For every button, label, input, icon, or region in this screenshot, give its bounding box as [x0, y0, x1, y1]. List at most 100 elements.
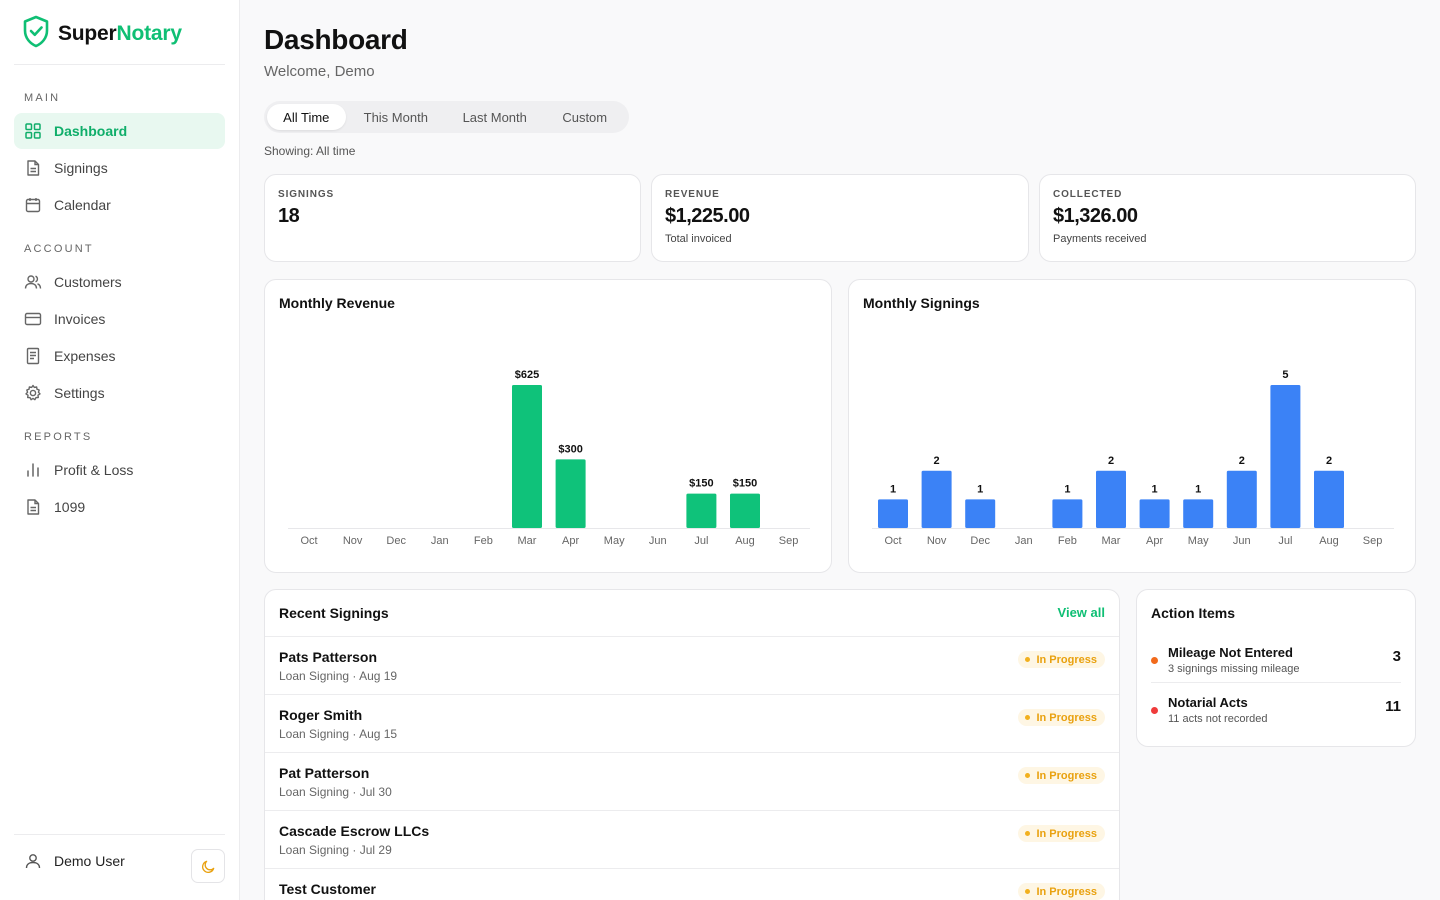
- data-label: 5: [1282, 369, 1288, 381]
- stat-value: $1,326.00: [1053, 205, 1138, 227]
- action-item-mileage[interactable]: Mileage Not Entered 3 signings missing m…: [1151, 643, 1401, 693]
- x-tick-label: Apr: [1146, 535, 1163, 547]
- status-dot-icon: [1025, 889, 1031, 894]
- action-item-subtext: 3 signings missing mileage: [1168, 663, 1300, 675]
- brand-logo[interactable]: SuperNotary: [22, 15, 182, 53]
- x-tick-label: Jul: [1278, 535, 1292, 547]
- user-name: Demo User: [54, 853, 125, 869]
- sidebar-item-1099[interactable]: 1099: [14, 489, 225, 525]
- x-tick-label: Sep: [1363, 535, 1383, 547]
- tab-this-month[interactable]: This Month: [363, 109, 428, 125]
- status-badge: In Progress: [1018, 709, 1105, 726]
- document-icon: [27, 160, 40, 176]
- sidebar-item-settings[interactable]: Settings: [14, 375, 225, 411]
- list-item[interactable]: Cascade Escrow LLCs Loan Signing · Jul 2…: [265, 810, 1119, 868]
- user-menu[interactable]: Demo User: [24, 852, 125, 870]
- document-icon: [27, 499, 40, 515]
- sidebar: SuperNotary MAIN Dashboard Signings Cale…: [0, 0, 240, 900]
- tab-last-month[interactable]: Last Month: [462, 109, 527, 125]
- sidebar-item-customers[interactable]: Customers: [14, 264, 225, 300]
- x-tick-label: Jul: [694, 535, 708, 547]
- monthly-revenue-card: Monthly Revenue Oct Nov Dec Jan Feb $625 Mar $3…: [264, 279, 832, 573]
- stat-value: $1,225.00: [665, 205, 750, 227]
- monthly-signings-card: Monthly Signings 1 Oct 2 Nov 1 Dec Jan 1 Feb 2 Mar…: [848, 279, 1416, 573]
- brand-name: SuperNotary: [58, 22, 182, 45]
- list-item[interactable]: Pat Patterson Loan Signing · Jul 30 In P…: [265, 752, 1119, 810]
- sidebar-item-label: Profit & Loss: [54, 462, 134, 478]
- bar-nov: [921, 470, 952, 528]
- bar-mar: [1096, 470, 1126, 528]
- warning-dot-icon: [1151, 657, 1158, 664]
- bar-jun: [1226, 470, 1257, 528]
- list-item[interactable]: Roger Smith Loan Signing · Aug 15 In Pro…: [265, 694, 1119, 752]
- list-item[interactable]: Test Customer In Progress: [265, 868, 1119, 900]
- bar-apr: [1139, 499, 1170, 528]
- sidebar-item-calendar[interactable]: Calendar: [14, 187, 225, 223]
- stat-subtext: Payments received: [1053, 233, 1147, 245]
- data-label: 2: [1239, 455, 1245, 467]
- status-badge: In Progress: [1018, 651, 1105, 668]
- customer-name: Pats Patterson: [279, 649, 378, 665]
- users-icon: [24, 275, 42, 289]
- x-tick-label: Mar: [1102, 535, 1121, 547]
- user-icon: [25, 854, 41, 869]
- chart-title: Monthly Revenue: [279, 295, 395, 311]
- view-all-link[interactable]: View all: [1057, 605, 1105, 620]
- status-badge: In Progress: [1018, 825, 1105, 842]
- shield-check-icon: [22, 15, 50, 53]
- status-dot-icon: [1025, 715, 1031, 720]
- bar-aug: [730, 493, 760, 528]
- x-tick-label: May: [1188, 535, 1209, 547]
- bar-feb: [1052, 499, 1083, 528]
- status-badge: In Progress: [1018, 883, 1105, 900]
- customer-name: Roger Smith: [279, 707, 363, 723]
- sidebar-item-label: Customers: [54, 274, 122, 290]
- status-dot-icon: [1025, 657, 1031, 662]
- customer-name: Pat Patterson: [279, 765, 370, 781]
- sidebar-item-dashboard[interactable]: Dashboard: [14, 113, 225, 149]
- list-item[interactable]: Pats Patterson Loan Signing · Aug 19 In …: [265, 636, 1119, 694]
- x-tick-label: Nov: [927, 535, 947, 547]
- tab-custom[interactable]: Custom: [562, 109, 608, 125]
- bar-apr: [555, 459, 586, 528]
- data-label: 2: [1326, 455, 1332, 467]
- data-label: 2: [934, 455, 940, 467]
- theme-toggle-button[interactable]: [191, 849, 225, 883]
- x-tick-label: Feb: [474, 535, 493, 547]
- sidebar-item-profit-loss[interactable]: Profit & Loss: [14, 452, 225, 488]
- sidebar-item-invoices[interactable]: Invoices: [14, 301, 225, 337]
- stat-card-revenue: REVENUE $1,225.00 Total invoiced: [651, 174, 1029, 262]
- divider: [1151, 682, 1401, 683]
- tab-all-time[interactable]: All Time: [267, 104, 346, 130]
- customer-name: Cascade Escrow LLCs: [279, 823, 430, 839]
- data-label: 1: [1195, 483, 1201, 495]
- signing-meta: Loan Signing · Jul 30: [279, 785, 392, 799]
- bar-may: [1183, 499, 1214, 528]
- section-label-main: MAIN: [24, 92, 61, 104]
- x-tick-label: Mar: [518, 535, 537, 547]
- signing-meta: Loan Signing · Aug 19: [279, 669, 398, 683]
- status-badge: In Progress: [1018, 767, 1105, 784]
- page-title: Dashboard: [264, 24, 408, 55]
- alert-dot-icon: [1151, 707, 1158, 714]
- x-tick-label: Oct: [300, 535, 317, 547]
- calendar-icon: [25, 198, 41, 213]
- sidebar-item-label: Calendar: [54, 197, 111, 213]
- customer-name: Test Customer: [279, 881, 376, 897]
- sidebar-item-expenses[interactable]: Expenses: [14, 338, 225, 374]
- action-item-notarial-acts[interactable]: Notarial Acts 11 acts not recorded 11: [1151, 693, 1401, 743]
- monthly-signings-chart: 1 Oct 2 Nov 1 Dec Jan 1 Feb 2 Mar 1 Apr 1 May 2 Jun 5 Jul 2…: [872, 369, 1394, 547]
- data-label: $625: [515, 369, 539, 381]
- data-label: 1: [977, 483, 983, 495]
- x-tick-label: Jun: [1233, 535, 1251, 547]
- sidebar-item-signings[interactable]: Signings: [14, 150, 225, 186]
- chart-title: Monthly Signings: [863, 295, 980, 311]
- section-label-reports: REPORTS: [24, 431, 93, 443]
- data-label: 2: [1108, 455, 1114, 467]
- x-tick-label: Feb: [1058, 535, 1077, 547]
- receipt-icon: [26, 347, 40, 365]
- x-tick-label: Oct: [884, 535, 901, 547]
- sidebar-item-label: 1099: [54, 499, 86, 515]
- x-tick-label: May: [604, 535, 625, 547]
- bar-mar: [512, 385, 542, 528]
